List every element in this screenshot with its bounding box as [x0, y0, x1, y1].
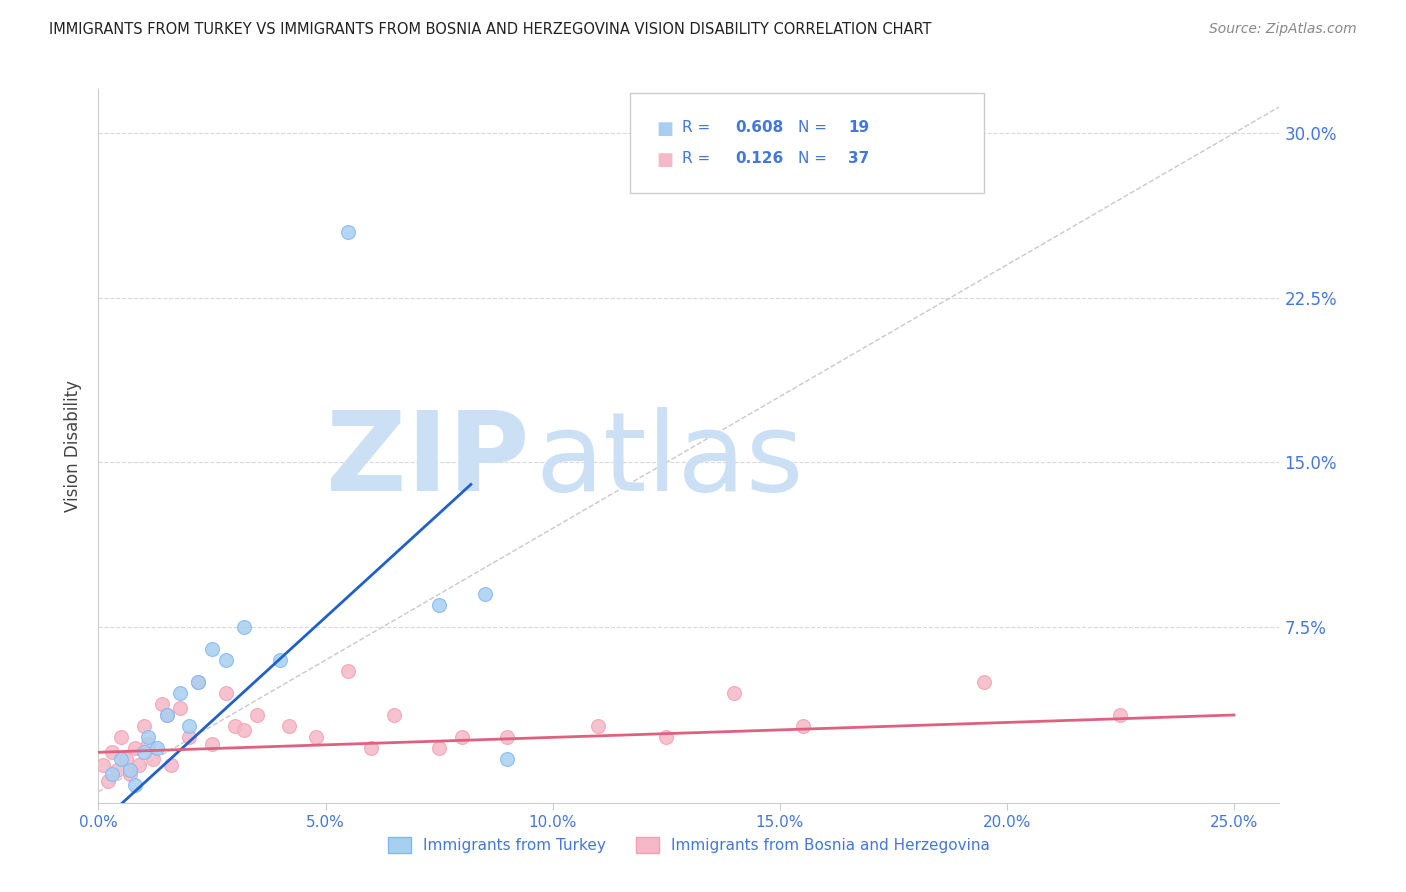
- Point: [101, 745, 124, 759]
- Point: [201, 737, 224, 751]
- Point: [187, 675, 209, 690]
- Point: [146, 740, 169, 755]
- Point: [120, 763, 142, 777]
- Point: [496, 752, 519, 766]
- Point: [450, 730, 472, 744]
- Point: [586, 719, 609, 733]
- Text: ■: ■: [655, 152, 673, 169]
- Point: [114, 752, 136, 766]
- Point: [132, 719, 155, 733]
- Point: [792, 719, 814, 733]
- Point: [305, 730, 328, 744]
- Point: [360, 740, 382, 755]
- Point: [427, 598, 450, 612]
- Point: [138, 730, 160, 744]
- Text: 0.608: 0.608: [735, 120, 783, 135]
- Point: [179, 730, 201, 744]
- Text: N =: N =: [797, 120, 831, 135]
- Point: [169, 686, 191, 700]
- Point: [1109, 708, 1132, 723]
- Text: R =: R =: [682, 120, 716, 135]
- Point: [169, 701, 191, 715]
- Point: [337, 664, 360, 678]
- Text: R =: R =: [682, 152, 720, 166]
- Text: 19: 19: [848, 120, 869, 135]
- Point: [232, 723, 254, 738]
- Point: [973, 675, 995, 690]
- Point: [655, 730, 678, 744]
- Legend: Immigrants from Turkey, Immigrants from Bosnia and Herzegovina: Immigrants from Turkey, Immigrants from …: [381, 831, 997, 859]
- Text: ■: ■: [655, 120, 673, 138]
- Point: [96, 773, 118, 788]
- Point: [150, 697, 173, 711]
- Point: [110, 730, 132, 744]
- Point: [155, 708, 177, 723]
- Point: [382, 708, 405, 723]
- Text: 0.126: 0.126: [735, 152, 783, 166]
- Point: [496, 730, 519, 744]
- Point: [124, 778, 146, 792]
- Y-axis label: Vision Disability: Vision Disability: [65, 380, 83, 512]
- Text: IMMIGRANTS FROM TURKEY VS IMMIGRANTS FROM BOSNIA AND HERZEGOVINA VISION DISABILI: IMMIGRANTS FROM TURKEY VS IMMIGRANTS FRO…: [49, 22, 932, 37]
- Point: [246, 708, 269, 723]
- Point: [120, 767, 142, 781]
- Point: [269, 653, 291, 667]
- Point: [128, 758, 150, 772]
- Point: [337, 225, 360, 239]
- Point: [101, 767, 124, 781]
- Point: [138, 737, 160, 751]
- Point: [723, 686, 745, 700]
- Point: [427, 740, 450, 755]
- Point: [474, 587, 496, 601]
- Point: [155, 708, 177, 723]
- Point: [278, 719, 301, 733]
- FancyBboxPatch shape: [630, 93, 984, 193]
- Text: ZIP: ZIP: [326, 407, 530, 514]
- Point: [91, 758, 114, 772]
- Point: [105, 763, 128, 777]
- Point: [224, 719, 246, 733]
- Point: [201, 642, 224, 657]
- Point: [214, 686, 236, 700]
- Point: [179, 719, 201, 733]
- Point: [187, 675, 209, 690]
- Text: atlas: atlas: [536, 407, 804, 514]
- Point: [214, 653, 236, 667]
- Text: 37: 37: [848, 152, 870, 166]
- Point: [160, 758, 183, 772]
- Point: [142, 752, 165, 766]
- Point: [232, 620, 254, 634]
- Text: N =: N =: [797, 152, 831, 166]
- Point: [132, 745, 155, 759]
- Text: Source: ZipAtlas.com: Source: ZipAtlas.com: [1209, 22, 1357, 37]
- Point: [110, 752, 132, 766]
- Point: [124, 740, 146, 755]
